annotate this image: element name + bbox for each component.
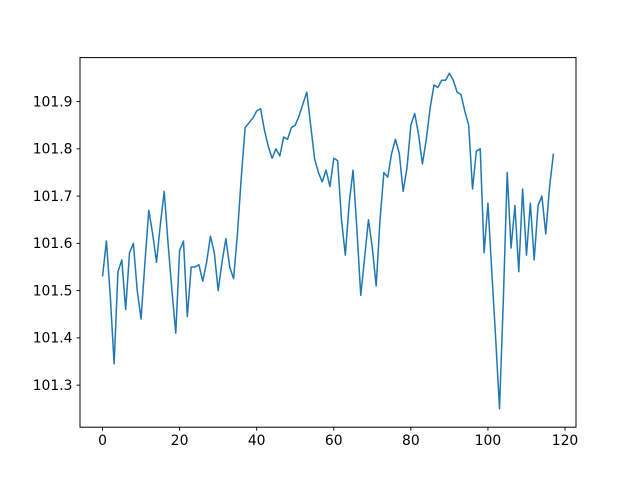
plot-area	[80, 57, 576, 428]
x-tick-label: 100	[475, 433, 502, 449]
x-tick-label: 80	[402, 433, 420, 449]
y-tick-label: 101.4	[33, 331, 73, 347]
y-tick-label: 101.7	[33, 189, 73, 205]
y-tick-label: 101.8	[33, 142, 73, 158]
y-tick-label: 101.6	[33, 236, 73, 252]
y-tick-label: 101.9	[33, 94, 73, 110]
y-tick-label: 101.5	[33, 283, 73, 299]
x-tick-label: 60	[325, 433, 343, 449]
x-tick-label: 120	[552, 433, 579, 449]
x-tick-label: 0	[98, 433, 107, 449]
y-tick-label: 101.3	[33, 378, 73, 394]
x-tick-label: 40	[248, 433, 266, 449]
axes-spines	[79, 57, 577, 428]
line-series-0	[101, 72, 555, 410]
x-tick-label: 20	[171, 433, 189, 449]
